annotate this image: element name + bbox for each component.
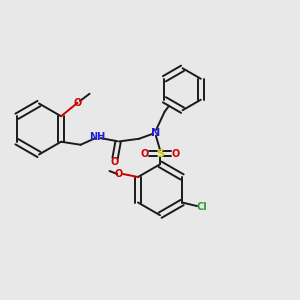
Text: Cl: Cl	[196, 202, 207, 212]
Text: NH: NH	[89, 132, 105, 142]
Text: O: O	[140, 149, 148, 159]
Text: S: S	[156, 149, 164, 159]
Text: N: N	[151, 128, 160, 138]
Text: O: O	[172, 149, 180, 159]
Text: O: O	[111, 157, 119, 167]
Text: O: O	[115, 169, 123, 179]
Text: O: O	[74, 98, 82, 108]
